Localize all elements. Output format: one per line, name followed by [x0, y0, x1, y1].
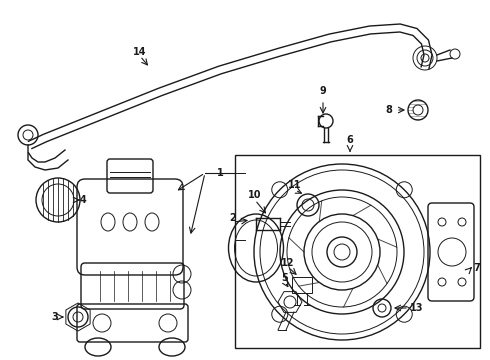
Text: 3: 3 — [51, 312, 58, 322]
Text: 9: 9 — [319, 86, 326, 96]
Bar — [235, 155, 480, 348]
Text: 14: 14 — [133, 47, 147, 57]
Text: 12: 12 — [281, 258, 295, 268]
Text: 4: 4 — [80, 195, 87, 205]
Text: 5: 5 — [282, 273, 289, 283]
Text: 7: 7 — [473, 263, 480, 273]
Text: 8: 8 — [385, 105, 392, 115]
Text: 10: 10 — [248, 190, 262, 200]
Text: 13: 13 — [410, 303, 423, 313]
Text: 6: 6 — [346, 135, 353, 145]
Text: 2: 2 — [230, 213, 236, 223]
Text: 11: 11 — [288, 180, 302, 190]
Bar — [292, 277, 312, 293]
Text: 1: 1 — [217, 168, 223, 178]
